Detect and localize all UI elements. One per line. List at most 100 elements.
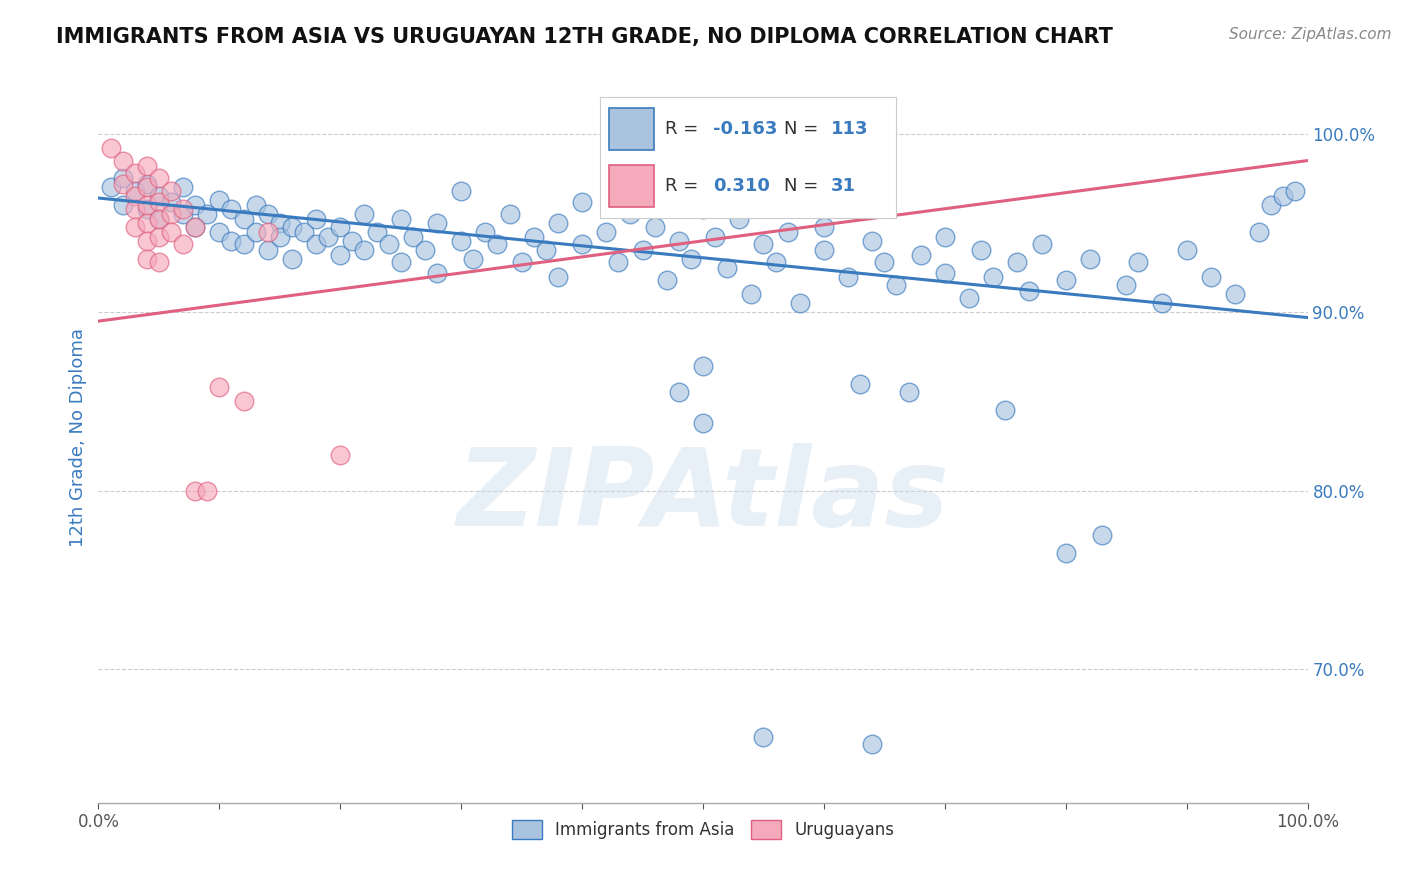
Point	[534, 243, 557, 257]
Point	[644, 219, 666, 234]
Point	[148, 212, 170, 227]
Point	[160, 225, 183, 239]
Point	[486, 237, 509, 252]
Point	[135, 180, 157, 194]
Point	[148, 194, 170, 209]
Point	[135, 234, 157, 248]
Point	[195, 207, 218, 221]
Point	[160, 207, 183, 221]
Point	[353, 243, 375, 257]
Point	[860, 737, 883, 751]
Point	[124, 189, 146, 203]
Point	[1054, 273, 1077, 287]
Point	[245, 225, 267, 239]
Point	[329, 448, 352, 462]
Point	[135, 252, 157, 266]
Point	[195, 483, 218, 498]
Point	[281, 252, 304, 266]
Point	[510, 255, 533, 269]
Point	[1260, 198, 1282, 212]
Point	[934, 266, 956, 280]
Point	[1031, 237, 1053, 252]
Point	[221, 234, 243, 248]
Point	[752, 237, 775, 252]
Point	[292, 225, 315, 239]
Point	[692, 359, 714, 373]
Point	[256, 225, 278, 239]
Point	[148, 255, 170, 269]
Point	[100, 141, 122, 155]
Text: IMMIGRANTS FROM ASIA VS URUGUAYAN 12TH GRADE, NO DIPLOMA CORRELATION CHART: IMMIGRANTS FROM ASIA VS URUGUAYAN 12TH G…	[56, 27, 1114, 46]
Point	[413, 243, 436, 257]
Y-axis label: 12th Grade, No Diploma: 12th Grade, No Diploma	[69, 327, 87, 547]
Point	[1284, 184, 1306, 198]
Point	[329, 219, 352, 234]
Point	[692, 416, 714, 430]
Point	[728, 212, 751, 227]
Point	[366, 225, 388, 239]
Point	[135, 202, 157, 216]
Point	[160, 194, 183, 209]
Point	[124, 166, 146, 180]
Point	[281, 219, 304, 234]
Point	[389, 255, 412, 269]
Point	[329, 248, 352, 262]
Point	[450, 184, 472, 198]
Point	[184, 198, 207, 212]
Point	[1078, 252, 1101, 266]
Point	[765, 255, 787, 269]
Text: ZIPAtlas: ZIPAtlas	[457, 442, 949, 549]
Point	[100, 180, 122, 194]
Point	[860, 234, 883, 248]
Point	[450, 234, 472, 248]
Point	[668, 385, 690, 400]
Point	[716, 260, 738, 275]
Point	[111, 177, 134, 191]
Point	[184, 483, 207, 498]
Point	[752, 730, 775, 744]
Point	[208, 193, 231, 207]
Point	[245, 198, 267, 212]
Point	[813, 219, 835, 234]
Point	[1272, 189, 1295, 203]
Point	[1175, 243, 1198, 257]
Point	[668, 234, 690, 248]
Point	[849, 376, 872, 391]
Point	[1199, 269, 1222, 284]
Point	[269, 216, 291, 230]
Point	[474, 225, 496, 239]
Point	[184, 219, 207, 234]
Point	[160, 184, 183, 198]
Point	[208, 380, 231, 394]
Point	[523, 230, 546, 244]
Point	[571, 237, 593, 252]
Point	[897, 385, 920, 400]
Point	[426, 266, 449, 280]
Point	[232, 237, 254, 252]
Point	[910, 248, 932, 262]
Point	[256, 207, 278, 221]
Point	[256, 243, 278, 257]
Point	[269, 230, 291, 244]
Point	[970, 243, 993, 257]
Point	[1054, 546, 1077, 560]
Point	[1223, 287, 1246, 301]
Point	[342, 234, 364, 248]
Point	[886, 278, 908, 293]
Point	[148, 171, 170, 186]
Point	[934, 230, 956, 244]
Legend: Immigrants from Asia, Uruguayans: Immigrants from Asia, Uruguayans	[505, 814, 901, 846]
Point	[679, 252, 702, 266]
Point	[135, 216, 157, 230]
Point	[1152, 296, 1174, 310]
Point	[353, 207, 375, 221]
Point	[377, 237, 399, 252]
Point	[402, 230, 425, 244]
Point	[135, 159, 157, 173]
Point	[111, 171, 134, 186]
Point	[873, 255, 896, 269]
Point	[776, 225, 799, 239]
Point	[316, 230, 339, 244]
Point	[111, 198, 134, 212]
Point	[184, 219, 207, 234]
